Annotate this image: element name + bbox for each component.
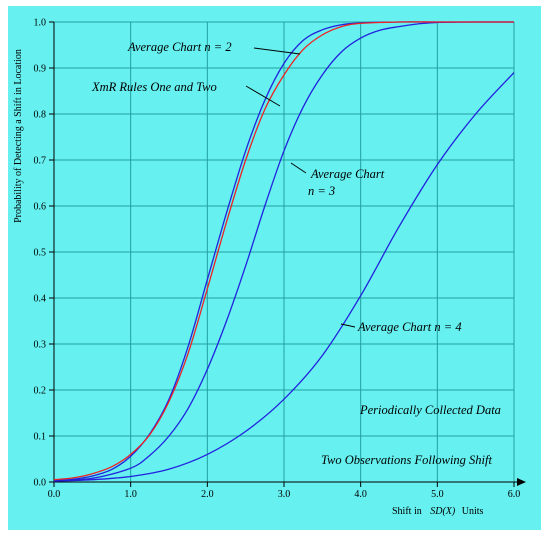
y-tick-label: 0.8 xyxy=(34,110,47,121)
y-tick-label: 1.0 xyxy=(34,18,47,29)
x-tick-label: 5.0 xyxy=(431,489,444,500)
x-axis-label-part-1: Shift in xyxy=(392,506,422,517)
probability-chart: 0.0 1.0 2.0 3.0 4.0 5.0 6.0 0.0 0.1 0.2 0.3 0.4 0.5 0… xyxy=(8,6,541,530)
y-tick-label: 0.0 xyxy=(34,478,47,489)
y-axis-label: Probability of Detecting a Shift in Loca… xyxy=(13,49,24,223)
annotation-two-observations-following-shift: Two Observations Following Shift xyxy=(321,453,492,467)
annotation-leader-line xyxy=(245,85,281,107)
grid xyxy=(54,21,515,482)
x-axis-label-part-2: SD(X) xyxy=(430,506,456,517)
y-tick-label: 0.4 xyxy=(34,294,47,305)
annotation-leader-line xyxy=(290,162,307,174)
x-tick-label: 0.0 xyxy=(48,489,61,500)
annotation-xmr-rules-one-and-two: XmR Rules One and Two xyxy=(91,80,217,94)
series-lines xyxy=(53,21,515,482)
series-line-average-chart-n-3 xyxy=(53,21,515,482)
y-tick-label: 0.9 xyxy=(34,64,47,75)
x-axis-arrowhead xyxy=(517,478,526,486)
x-tick-label: 6.0 xyxy=(508,489,521,500)
chart-panel: 0.0 1.0 2.0 3.0 4.0 5.0 6.0 0.0 0.1 0.2 0.3 0.4 0.5 0… xyxy=(8,6,541,530)
annotation-periodically-collected-data: Periodically Collected Data xyxy=(359,403,501,417)
axes xyxy=(49,21,526,487)
y-tick-label: 0.7 xyxy=(34,156,47,167)
x-tick-label: 4.0 xyxy=(354,489,367,500)
y-tick-label: 0.1 xyxy=(34,432,47,443)
annotation-n-3: n = 3 xyxy=(308,184,335,198)
y-tick-label: 0.2 xyxy=(34,386,47,397)
x-axis-label-part-3: Units xyxy=(462,506,484,517)
series-line-xmr-rules-one-and-two xyxy=(53,21,514,481)
tick-labels: 0.0 1.0 2.0 3.0 4.0 5.0 6.0 0.0 0.1 0.2 0.3 0.4 0.5 0… xyxy=(34,18,521,501)
annotation-average-chart-n-4: Average Chart n = 4 xyxy=(357,320,462,334)
annotation-average-chart-n-2: Average Chart n = 2 xyxy=(127,40,232,54)
annotation-leader-line xyxy=(253,47,301,55)
x-tick-label: 3.0 xyxy=(278,489,291,500)
x-axis-label: Shift in SD(X) Units xyxy=(392,506,484,517)
y-tick-label: 0.3 xyxy=(34,340,47,351)
annotation-leader-line xyxy=(340,323,356,328)
y-tick-label: 0.5 xyxy=(34,248,47,259)
x-tick-label: 2.0 xyxy=(201,489,214,500)
x-tick-label: 1.0 xyxy=(124,489,137,500)
chart-background xyxy=(8,6,541,530)
annotations: Average Chart n = 2 XmR Rules One and Two… xyxy=(91,40,501,467)
annotation-average-chart: Average Chart xyxy=(310,167,385,181)
y-tick-label: 0.6 xyxy=(34,202,47,213)
series-line-two-observations-following-shift xyxy=(53,72,515,482)
